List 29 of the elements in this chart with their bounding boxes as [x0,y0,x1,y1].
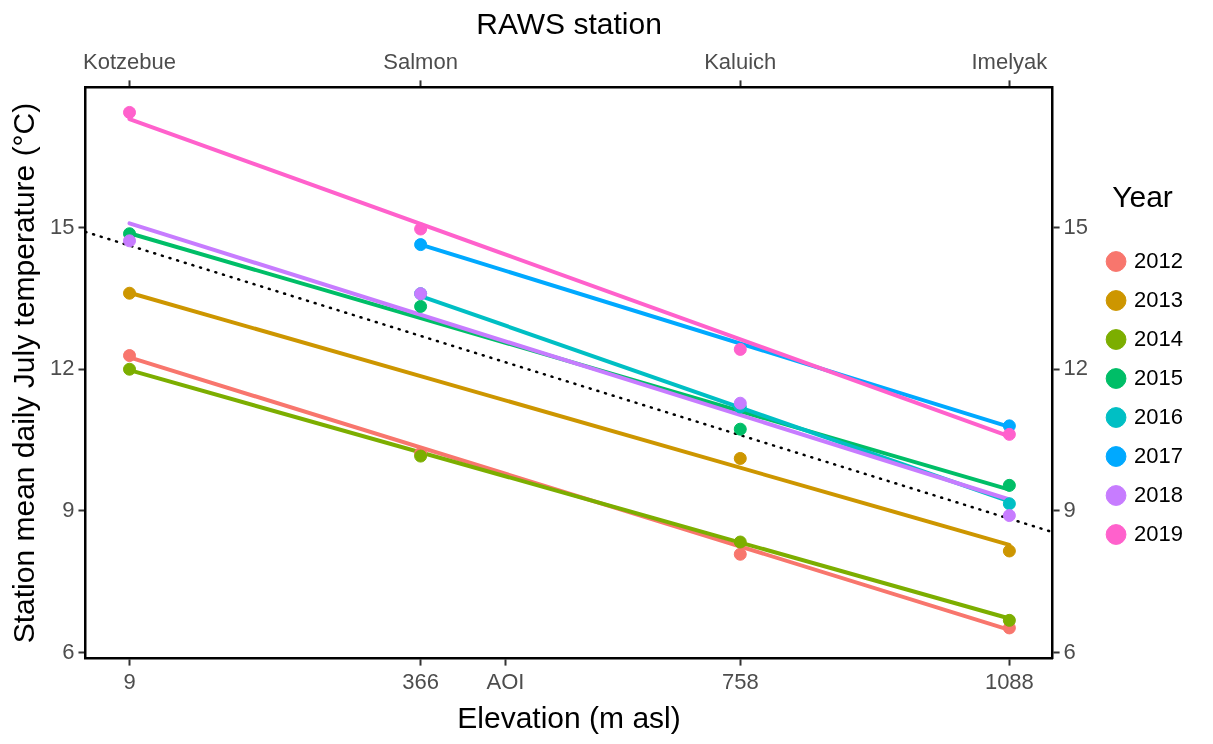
legend-label: 2016 [1134,403,1184,429]
y2-tick-label: 12 [1063,355,1089,381]
legend-label: 2013 [1134,286,1184,312]
legend-label: 2012 [1134,247,1184,273]
legend-label: 2015 [1134,364,1184,390]
x-tick-label: 366 [402,668,439,694]
annotation: Kotzebue [83,49,176,75]
y-tick-label: 15 [49,213,75,239]
legend-label: 2018 [1134,481,1184,507]
legend-label: 2014 [1134,325,1184,351]
legend-label: 2017 [1134,442,1184,468]
y-tick-label: 12 [49,355,75,381]
y2-tick-label: 6 [1063,638,1076,664]
legend-title: Year [1112,179,1173,213]
legend-label: 2019 [1134,520,1184,546]
x-axis-title: Elevation (m asl) [457,701,681,735]
y-tick-label: 6 [62,638,75,664]
y-tick-label: 9 [62,496,75,522]
x-tick-label: AOI [486,668,525,694]
x-tick-label: 1088 [984,668,1034,694]
x-tick-label: 9 [123,668,136,694]
annotation: Imelyak [971,49,1049,75]
annotation: Kaluich [704,49,777,75]
y2-tick-label: 9 [1063,496,1076,522]
y-axis-title: Station mean daily July temperature (°C) [7,102,41,644]
x-tick-label: 758 [721,668,759,694]
x2-axis-title: RAWS station [476,7,662,41]
y2-tick-label: 15 [1063,213,1089,239]
annotation: Salmon [383,49,458,75]
